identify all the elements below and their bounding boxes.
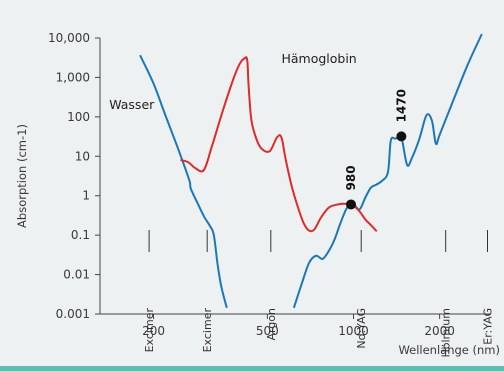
bottom-accent-bar [0, 366, 504, 371]
y-tick-label: 10 [75, 149, 90, 163]
series-line-wasser [293, 33, 483, 309]
laser-label: Holmium [440, 308, 453, 358]
x-tick-label: 2000 [424, 324, 455, 338]
y-tick-label: 1 [82, 189, 90, 203]
laser-label: Argon [265, 308, 278, 341]
y-tick-label: 0.001 [56, 307, 90, 321]
y-tick-label: 1,000 [56, 70, 90, 84]
laser-label: Excimer [143, 308, 156, 353]
series-label: Hämoglobin [281, 51, 356, 66]
y-tick-label: 0.01 [63, 268, 90, 282]
laser-label: Er:YAG [481, 308, 494, 345]
laser-label: Excimer [201, 308, 214, 353]
y-tick-label: 10,000 [48, 31, 90, 45]
x-tick-label: 200 [142, 324, 165, 338]
x-axis-title: Wellenlänge (nm) [398, 343, 500, 357]
markers: 980 1470 [344, 89, 408, 210]
y-tick-label: 100 [67, 110, 90, 124]
y-axis-title: Absorption (cm-1) [15, 124, 29, 228]
laser-lines: Excimer Excimer Argon Nd:YAG Holmium Er:YAG [143, 230, 494, 358]
y-tick-label: 0.1 [71, 228, 90, 242]
marker-label: 1470 [394, 89, 408, 122]
marker-point [345, 199, 356, 210]
x-tick-label: 1000 [338, 324, 369, 338]
series-label: Wasser [109, 97, 155, 112]
x-tick-label: 500 [256, 324, 279, 338]
x-ticks: 200 500 1000 2000 [142, 314, 455, 338]
series-line-wasser [139, 54, 228, 309]
marker-label: 980 [344, 165, 358, 190]
series-labels: Wasser Hämoglobin [109, 51, 357, 112]
marker-point [396, 131, 407, 142]
series-lines [139, 33, 483, 309]
laser-label: Nd:YAG [355, 308, 368, 349]
y-ticks: 10,000 1,000 100 10 1 0.1 0.01 0.001 [48, 31, 100, 321]
axes [99, 38, 490, 315]
